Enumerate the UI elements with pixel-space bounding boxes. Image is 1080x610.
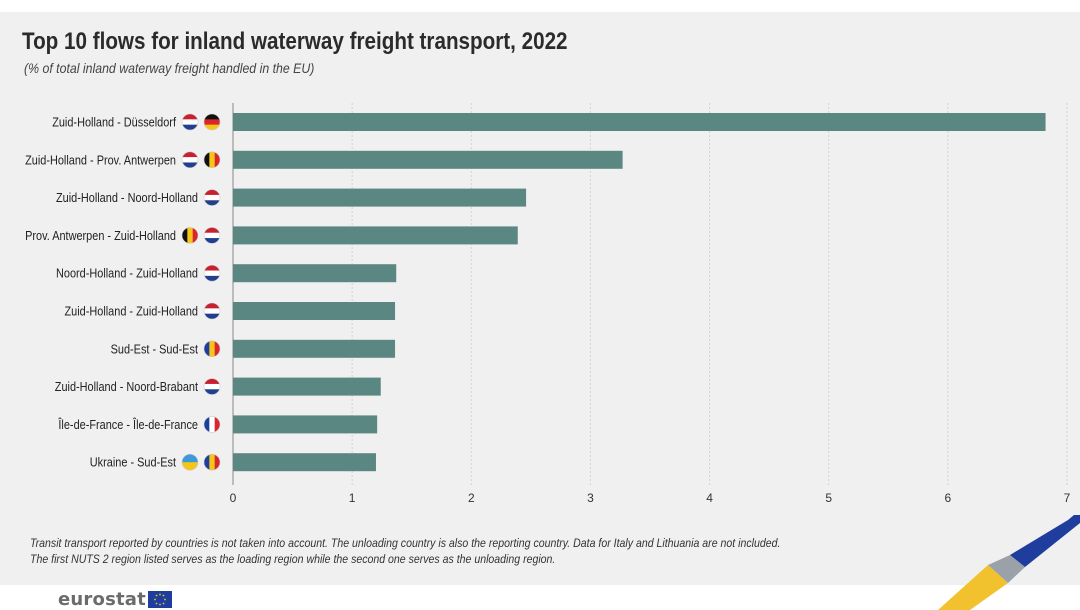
bar <box>233 377 381 396</box>
bar <box>233 302 396 320</box>
category-label: Zuid-Holland - Prov. Antwerpen <box>25 152 176 167</box>
flag-be-icon <box>203 151 221 169</box>
flag-nl-icon <box>203 302 221 320</box>
category-label: Zuid-Holland - Zuid-Holland <box>65 304 199 319</box>
x-tick-label: 4 <box>706 491 713 505</box>
flag-nl-icon <box>203 378 221 395</box>
chart-title: Top 10 flows for inland waterway freight… <box>22 28 568 55</box>
bar <box>233 264 397 283</box>
category-label: Ukraine - Sud-Est <box>90 455 177 470</box>
flag-nl-icon <box>203 227 221 244</box>
eu-flag-icon <box>147 590 172 608</box>
chart-subtitle: (% of total inland waterway freight hand… <box>24 60 315 76</box>
bar-chart: 0 1 2 3 4 5 6 7 Zuid-Holland - Düsseldorf Zuid-Ho… <box>25 103 1071 505</box>
footnote-line-1: Transit transport reported by countries … <box>30 536 781 550</box>
footnote: Transit transport reported by countries … <box>30 535 780 567</box>
x-tick-label: 3 <box>587 491 594 505</box>
category-label: Noord-Holland - Zuid-Holland <box>56 266 198 281</box>
bar <box>233 453 376 472</box>
category-label: Prov. Antwerpen - Zuid-Holland <box>25 228 176 243</box>
x-tick-label: 0 <box>230 491 237 505</box>
bar <box>233 415 378 434</box>
category-label: Zuid-Holland - Düsseldorf <box>52 115 176 130</box>
flag-fr-icon <box>203 416 221 433</box>
x-tick-label: 6 <box>945 491 952 505</box>
category-label: Zuid-Holland - Noord-Brabant <box>55 379 199 394</box>
decorative-arrow-graphic <box>938 515 1080 610</box>
flag-ua-icon <box>181 453 199 471</box>
bar <box>233 113 1046 131</box>
flag-be-icon <box>181 227 199 244</box>
x-tick-label: 1 <box>349 491 356 505</box>
bar <box>233 226 518 245</box>
category-label: Île-de-France - Île-de-France <box>58 417 198 432</box>
footnote-line-2: The first NUTS 2 region listed serves as… <box>30 552 556 566</box>
category-label: Zuid-Holland - Noord-Holland <box>56 190 198 205</box>
bar <box>233 339 396 358</box>
category-label: Sud-Est - Sud-Est <box>111 341 199 356</box>
flag-ro-icon <box>203 453 221 471</box>
x-tick-label: 2 <box>468 491 475 505</box>
eurostat-logo-text: eurostat <box>58 588 146 610</box>
flag-nl-icon <box>181 113 199 131</box>
flag-nl-icon <box>203 189 221 206</box>
chart-panel <box>0 12 1080 585</box>
eurostat-logo[interactable]: eurostat <box>58 588 172 610</box>
bar <box>233 188 527 207</box>
x-tick-label: 7 <box>1064 491 1071 505</box>
flag-nl-icon <box>203 264 221 282</box>
flag-ro-icon <box>203 340 221 358</box>
bar <box>233 150 623 169</box>
flag-de-icon <box>203 113 221 131</box>
flag-nl-icon <box>181 151 199 169</box>
x-tick-label: 5 <box>825 491 832 505</box>
